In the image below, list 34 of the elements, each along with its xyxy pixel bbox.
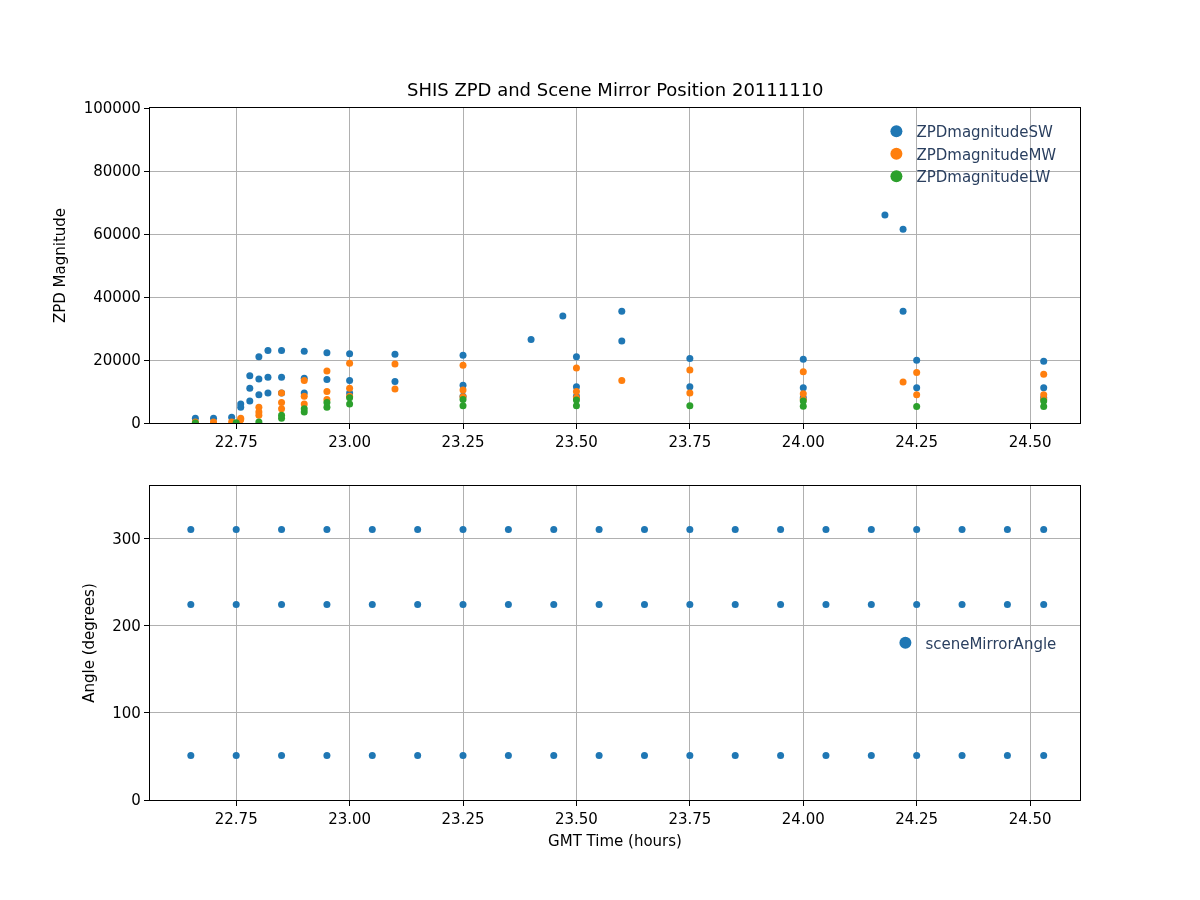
y-tick-label: 20000 xyxy=(93,351,141,370)
x-tick-label: 23.25 xyxy=(441,810,485,829)
y-tick-label: 0 xyxy=(131,791,141,810)
x-tick-label: 24.00 xyxy=(781,433,825,452)
y-tick-label: 200 xyxy=(112,616,141,635)
x-tick-label: 23.75 xyxy=(668,810,712,829)
y-axis-title: Angle (degrees) xyxy=(79,583,98,703)
x-tick-label: 24.50 xyxy=(1008,810,1052,829)
y-tick-label: 80000 xyxy=(93,162,141,181)
x-tick-label: 24.25 xyxy=(895,433,939,452)
x-tick-label: 23.50 xyxy=(554,433,598,452)
x-tick-label: 23.50 xyxy=(554,810,598,829)
legend-label: sceneMirrorAngle xyxy=(925,634,1057,653)
x-tick-label: 23.00 xyxy=(328,433,372,452)
y-tick-label: 100000 xyxy=(83,99,141,118)
chart-title: SHIS ZPD and Scene Mirror Position 20111110 xyxy=(407,79,824,100)
x-tick-label: 24.00 xyxy=(781,810,825,829)
x-tick-label: 22.75 xyxy=(214,810,258,829)
legend-label: ZPDmagnitudeSW xyxy=(916,123,1053,142)
x-tick-label: 24.25 xyxy=(895,810,939,829)
y-tick-label: 40000 xyxy=(93,288,141,307)
x-tick-label: 23.75 xyxy=(668,433,712,452)
legend-label: ZPDmagnitudeLW xyxy=(916,168,1051,187)
x-tick-label: 23.25 xyxy=(441,433,485,452)
y-tick-label: 60000 xyxy=(93,225,141,244)
x-axis-title: GMT Time (hours) xyxy=(548,832,682,851)
y-axis-title: ZPD Magnitude xyxy=(50,207,69,324)
y-tick-label: 0 xyxy=(131,414,141,433)
x-tick-label: 22.75 xyxy=(214,433,258,452)
y-tick-label: 300 xyxy=(112,529,141,548)
y-tick-label: 100 xyxy=(112,704,141,723)
x-tick-label: 24.50 xyxy=(1008,433,1052,452)
legend-label: ZPDmagnitudeMW xyxy=(916,145,1057,164)
x-tick-label: 23.00 xyxy=(328,810,372,829)
